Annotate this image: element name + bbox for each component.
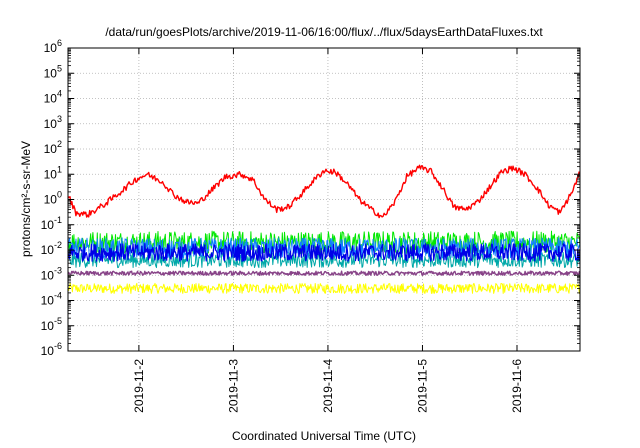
series-line (67, 164, 581, 219)
x-tick-label: 2019-11-2 (132, 359, 146, 413)
x-tick-label: 2019-11-4 (321, 359, 335, 413)
x-axis-label: Coordinated Universal Time (UTC) (232, 429, 416, 443)
y-tick-labels: 10-6 10-5 10-4 10-3 10-2 10-1 100 101 102 103 104 1… (41, 38, 62, 358)
y-tick-label: 10-2 (41, 240, 62, 257)
y-tick-label: 103 (44, 114, 62, 131)
series-line (67, 282, 581, 294)
y-tick-label: 105 (44, 63, 62, 80)
y-tick-label: 10-5 (41, 316, 62, 333)
y-tick-label: 10-4 (41, 291, 62, 308)
series-line (67, 243, 581, 262)
y-tick-label: 102 (44, 139, 62, 156)
y-axis-label: protons/cm²-s-sr-MeV (19, 141, 33, 257)
series-line (67, 230, 581, 255)
chart-title: /data/run/goesPlots/archive/2019-11-06/1… (105, 25, 543, 39)
series-line (67, 252, 581, 269)
series-layer (67, 164, 581, 294)
x-tick-label: 2019-11-3 (226, 359, 240, 413)
series-line (67, 270, 581, 276)
y-tick-label: 101 (44, 164, 62, 181)
x-tick-label: 2019-11-6 (510, 359, 524, 413)
y-tick-label: 10-6 (41, 341, 62, 358)
y-tick-label: 100 (44, 190, 62, 207)
ticks (68, 47, 580, 352)
grid (68, 48, 580, 351)
y-tick-label: 10-3 (41, 265, 62, 282)
x-tick-label: 2019-11-5 (415, 359, 429, 413)
y-tick-label: 104 (44, 89, 62, 106)
y-tick-label: 10-1 (41, 215, 62, 232)
y-tick-label: 106 (44, 38, 62, 55)
x-tick-labels: 2019-11-2 2019-11-3 2019-11-4 2019-11-5 2019… (132, 359, 524, 413)
